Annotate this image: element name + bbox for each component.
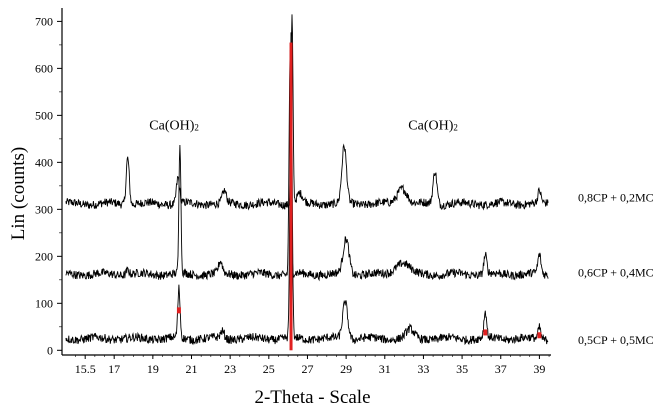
x-tick-label: 19 [147,362,159,376]
x-tick-label: 29 [340,362,352,376]
x-tick-label: 31 [379,362,391,376]
y-tick-label: 400 [35,155,53,169]
y-tick-label: 0 [47,343,53,357]
series-line-2 [65,32,549,346]
x-axis-title: 2-Theta - Scale [254,387,370,408]
series-label-2: 0,5CP + 0,5MC [578,333,654,347]
y-tick-label: 300 [35,202,53,216]
x-tick-label: 25 [263,362,275,376]
x-tick-label: 21 [185,362,197,376]
series-layer [65,14,549,346]
series-line-1 [65,49,549,282]
x-tick-label: 17 [108,362,120,376]
series-label-1: 0,6CP + 0,4MC [578,265,654,279]
reference-marker-3 [537,332,542,339]
y-tick-label: 100 [35,296,53,310]
annotation-ca-oh-2-0: Ca(OH)2 [149,118,199,133]
y-axis-title: Lin (counts) [8,147,29,240]
marker-layer [176,42,542,351]
y-tick-label: 700 [35,14,53,28]
x-tick-label: 39 [533,362,545,376]
annotations: Ca(OH)2 Ca(OH)2 [149,118,458,133]
y-tick-label: 600 [35,61,53,75]
x-tick-label: 37 [495,362,507,376]
x-tick-label: 33 [417,362,429,376]
x-tick-label: 15.5 [75,362,96,376]
series-line-0 [65,14,549,211]
series-label-0: 0,8CP + 0,2MC [578,191,654,205]
x-tick-label: 23 [224,362,236,376]
x-tick-label: 27 [301,362,313,376]
y-tick-label: 200 [35,249,53,263]
reference-marker-1 [289,42,293,351]
x-ticks: 15.5 17 19 21 23 25 27 29 31 33 35 37 39 [75,355,550,376]
reference-marker-0 [176,307,181,314]
axis-layer [61,8,551,356]
y-ticks: 0 100 200 300 400 500 600 700 [35,14,62,357]
series-labels: 0,8CP + 0,2MC 0,6CP + 0,4MC 0,5CP + 0,5MC [578,191,654,347]
reference-marker-2 [483,329,488,336]
x-tick-label: 35 [456,362,468,376]
y-tick-label: 500 [35,108,53,122]
annotation-ca-oh-2-1: Ca(OH)2 [408,118,458,133]
